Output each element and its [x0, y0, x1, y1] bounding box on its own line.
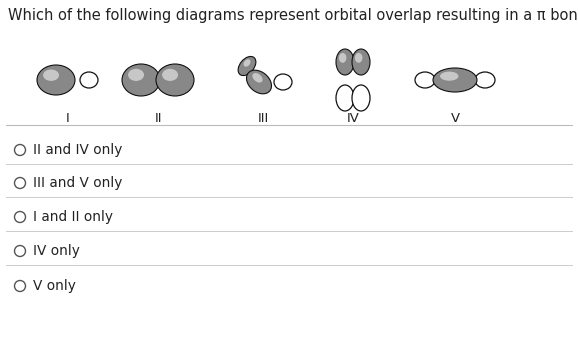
- Ellipse shape: [156, 64, 194, 96]
- Text: I and II only: I and II only: [33, 210, 113, 224]
- Ellipse shape: [80, 72, 98, 88]
- Text: IV: IV: [347, 112, 360, 125]
- Text: III: III: [257, 112, 269, 125]
- Ellipse shape: [162, 69, 178, 81]
- Text: II: II: [154, 112, 162, 125]
- Ellipse shape: [246, 70, 272, 94]
- Ellipse shape: [274, 74, 292, 90]
- Ellipse shape: [415, 72, 435, 88]
- Ellipse shape: [253, 73, 262, 82]
- Ellipse shape: [440, 72, 458, 81]
- Text: V only: V only: [33, 279, 76, 293]
- Ellipse shape: [243, 59, 250, 67]
- Ellipse shape: [43, 69, 59, 81]
- Text: Which of the following diagrams represent orbital overlap resulting in a π bond?: Which of the following diagrams represen…: [8, 8, 578, 23]
- Ellipse shape: [433, 68, 477, 92]
- Ellipse shape: [122, 64, 160, 96]
- Ellipse shape: [336, 49, 354, 75]
- Ellipse shape: [336, 85, 354, 111]
- Text: I: I: [66, 112, 70, 125]
- Text: II and IV only: II and IV only: [33, 143, 123, 157]
- Ellipse shape: [128, 69, 144, 81]
- Text: III and V only: III and V only: [33, 176, 123, 190]
- Ellipse shape: [355, 53, 362, 63]
- Ellipse shape: [339, 53, 346, 63]
- Ellipse shape: [352, 49, 370, 75]
- Ellipse shape: [352, 85, 370, 111]
- Text: V: V: [450, 112, 460, 125]
- Ellipse shape: [238, 57, 256, 76]
- Text: IV only: IV only: [33, 244, 80, 258]
- Ellipse shape: [475, 72, 495, 88]
- Ellipse shape: [37, 65, 75, 95]
